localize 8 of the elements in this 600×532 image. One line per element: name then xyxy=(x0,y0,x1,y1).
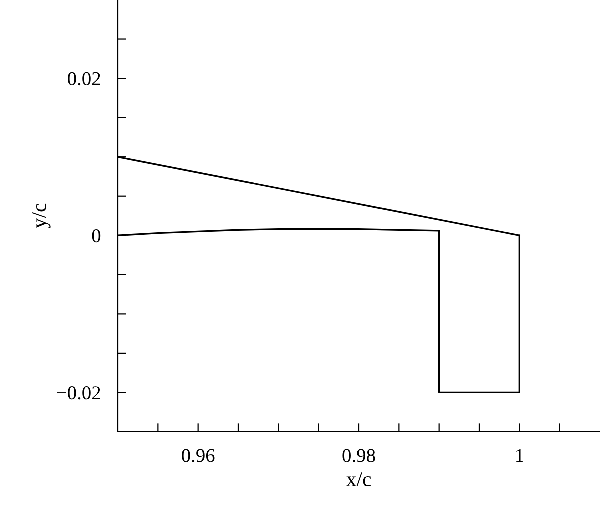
y-tick-label: 0 xyxy=(92,229,101,243)
y-tick-label: −0.02 xyxy=(57,386,100,400)
x-tick-label: 0.96 xyxy=(182,449,215,462)
y-tick-label: 0.02 xyxy=(68,72,100,86)
y-axis-title: y/c xyxy=(32,204,51,228)
x-tick-label: 1 xyxy=(516,449,524,462)
x-axis-title: x/c xyxy=(346,472,372,487)
x-tick-label: 0.98 xyxy=(342,449,376,462)
